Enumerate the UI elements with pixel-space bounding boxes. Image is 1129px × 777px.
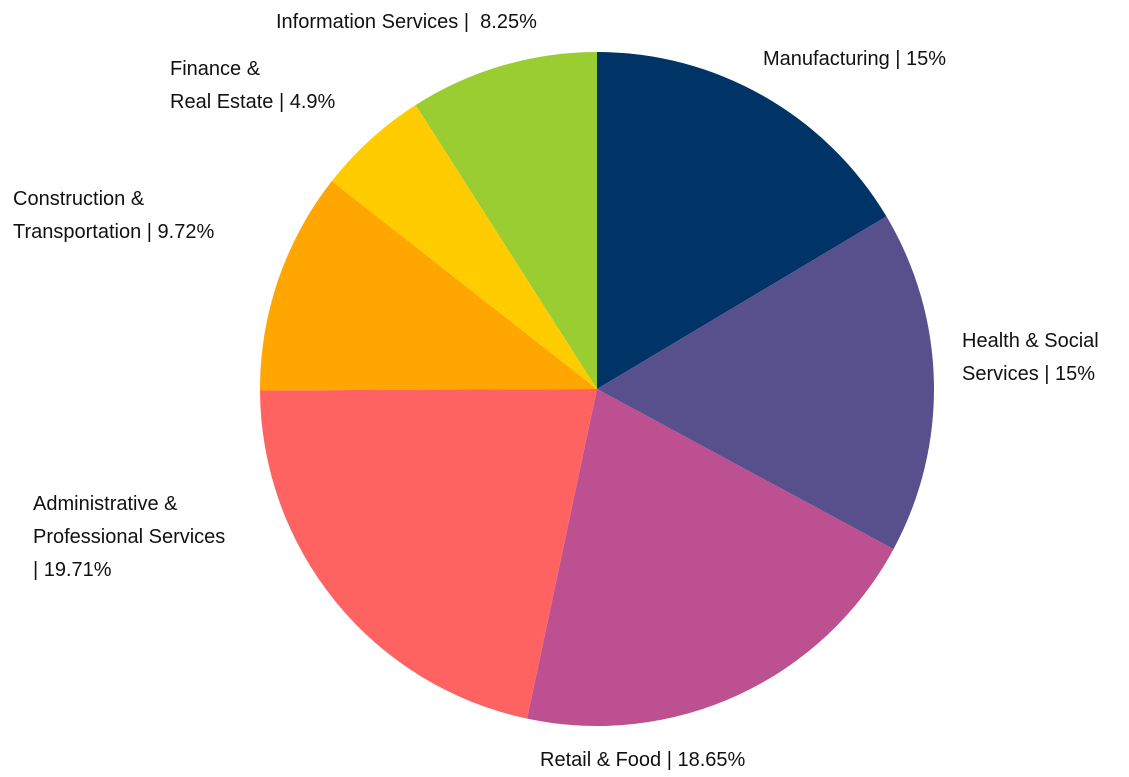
slice-label-retail-food: Retail & Food | 18.65% [540, 749, 746, 771]
slice-label-manufacturing: Manufacturing | 15% [763, 48, 947, 70]
slice-label-administrative-professional-services: Administrative & Professional Services |… [33, 493, 226, 581]
slice-label-health-social-services: Health & Social Services | 15% [962, 330, 1099, 385]
pie-slice-health-social-services [597, 216, 934, 550]
slice-label-information-services: Information Services | 8.25% [276, 11, 537, 33]
pie-slice-retail-food [527, 389, 894, 726]
pie-slice-construction-transportation [259, 181, 597, 391]
slice-label-finance-real-estate: Finance & Real Estate | 4.9% [170, 58, 336, 113]
pie-slice-administrative-professional-services [260, 389, 597, 719]
slice-label-construction-transportation: Construction & Transportation | 9.72% [13, 188, 215, 243]
pie-slice-manufacturing [597, 52, 887, 389]
pie-slice-finance-real-estate [331, 104, 597, 389]
pie-slice-information-services [415, 52, 597, 389]
